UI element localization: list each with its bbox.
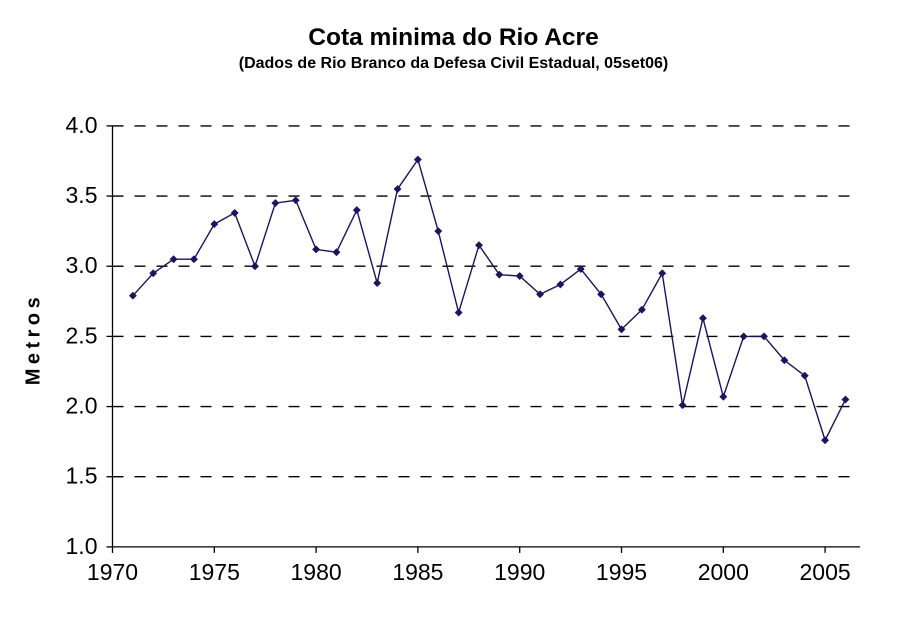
svg-text:2005: 2005	[800, 559, 851, 585]
svg-text:1975: 1975	[189, 559, 240, 585]
svg-text:1995: 1995	[596, 559, 647, 585]
svg-text:1970: 1970	[87, 559, 138, 585]
svg-text:2000: 2000	[698, 559, 749, 585]
svg-text:2.0: 2.0	[66, 393, 98, 419]
svg-text:2.5: 2.5	[66, 322, 98, 348]
svg-text:4.0: 4.0	[66, 112, 98, 138]
svg-text:1985: 1985	[392, 559, 443, 585]
svg-text:3.5: 3.5	[66, 182, 98, 208]
svg-text:1.0: 1.0	[66, 533, 98, 559]
svg-text:3.0: 3.0	[66, 252, 98, 278]
svg-text:1990: 1990	[494, 559, 545, 585]
svg-text:1.5: 1.5	[66, 463, 98, 489]
svg-text:1980: 1980	[291, 559, 342, 585]
